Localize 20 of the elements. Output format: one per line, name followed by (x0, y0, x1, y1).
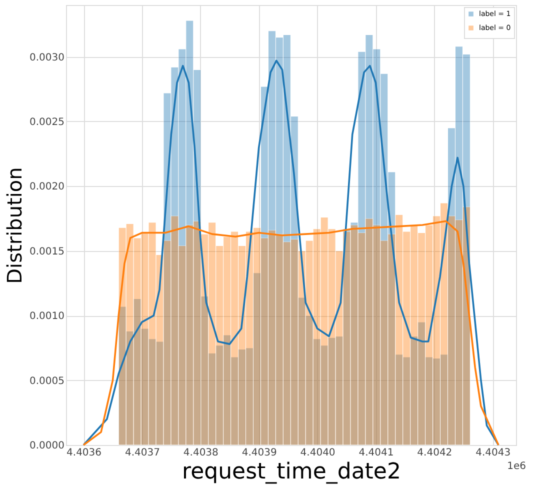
x-tick-label: 4.4039 (242, 448, 277, 458)
y-axis-title: Distribution (2, 167, 27, 284)
x-tick-label: 4.4042 (417, 448, 452, 458)
x-axis-title: request_time_date2 (182, 460, 401, 484)
x-tick-label: 4.4036 (66, 448, 102, 458)
text: 1e6 (507, 461, 526, 472)
y-tick-label: 0.0015 (30, 246, 64, 258)
y-tick-label: 0.0000 (30, 440, 64, 452)
x-tick-label: 4.4040 (300, 448, 336, 458)
y-tick-label: 0.0005 (30, 376, 64, 387)
y-tick-label: 0.0025 (30, 116, 64, 128)
x-tick-label: 4.4043 (476, 448, 511, 458)
y-tick-label: 0.0010 (30, 311, 64, 322)
x-tick-label: 4.4041 (358, 448, 394, 458)
x-tick-label: 4.4037 (124, 448, 160, 458)
y-tick-label: 0.0020 (30, 182, 64, 193)
y-tick-label: 0.0030 (30, 52, 64, 64)
x-tick-label: 4.4038 (183, 448, 218, 458)
line-series (82, 220, 500, 446)
line-series (82, 60, 500, 446)
